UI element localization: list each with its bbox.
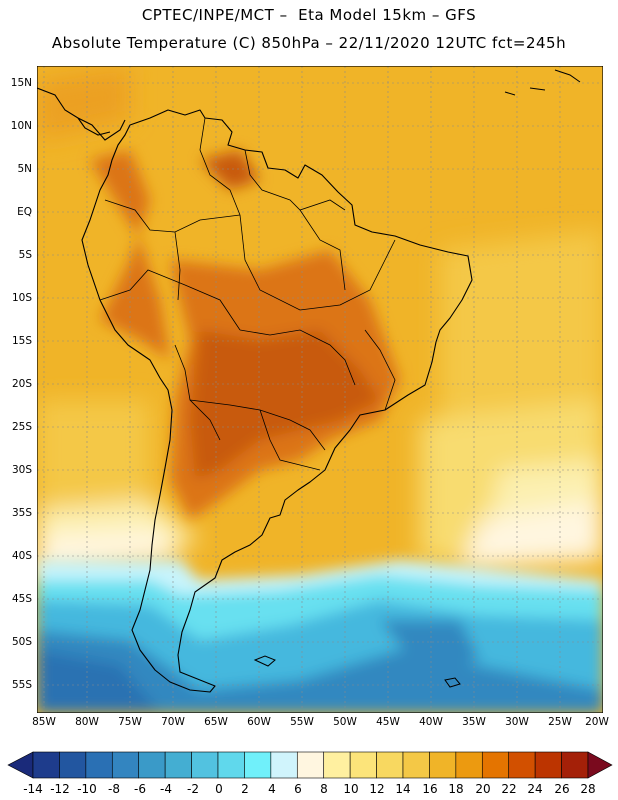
lat-label: 55S: [11, 679, 32, 691]
colorbar-label: -8: [108, 782, 120, 796]
colorbar-label: 12: [369, 782, 385, 796]
colorbar-swatch: [164, 751, 192, 779]
colorbar-label: -6: [134, 782, 146, 796]
colorbar-swatch: [217, 751, 245, 779]
colorbar-swatch: [481, 751, 510, 779]
lat-label: 10S: [11, 292, 32, 304]
temperature-map: [37, 66, 603, 713]
lon-label: 85W: [32, 716, 56, 728]
lon-label: 65W: [204, 716, 228, 728]
colorbar-over-arrow: [587, 751, 613, 779]
colorbar-label: 6: [294, 782, 302, 796]
lon-label: 20W: [585, 716, 609, 728]
colorbar-label: 28: [580, 782, 596, 796]
colorbar-swatch: [270, 751, 298, 779]
lat-label: 15N: [10, 77, 32, 89]
lat-label: 5N: [17, 163, 32, 175]
lon-label: 35W: [462, 716, 486, 728]
colorbar-label: -4: [160, 782, 172, 796]
colorbar-label: 8: [320, 782, 328, 796]
colorbar-swatch: [323, 751, 351, 779]
lat-label: 40S: [11, 550, 32, 562]
lon-label: 45W: [376, 716, 400, 728]
colorbar-label: 22: [501, 782, 517, 796]
colorbar-label: -2: [187, 782, 199, 796]
colorbar-label: -10: [77, 782, 97, 796]
colorbar-label: 10: [343, 782, 359, 796]
colorbar-label: 26: [554, 782, 570, 796]
lat-label: 25S: [11, 421, 32, 433]
lon-label: 50W: [333, 716, 357, 728]
colorbar-swatch: [85, 751, 113, 779]
map-title-line2: Absolute Temperature (C) 850hPa – 22/11/…: [51, 34, 567, 52]
lon-label: 25W: [548, 716, 572, 728]
lat-label: 20S: [11, 378, 32, 390]
colorbar-swatch: [402, 751, 430, 779]
colorbar-swatch: [59, 751, 87, 779]
colorbar-label: 24: [527, 782, 543, 796]
colorbar-label: 18: [448, 782, 464, 796]
lat-label: 45S: [11, 593, 32, 605]
colorbar-swatch: [191, 751, 219, 779]
colorbar-swatch: [508, 751, 536, 779]
colorbar-label: 20: [475, 782, 491, 796]
coastline-south-america: [81, 109, 473, 693]
colorbar: [7, 751, 613, 779]
colorbar-swatch: [534, 751, 562, 779]
lon-label: 55W: [290, 716, 314, 728]
lat-label: 30S: [11, 464, 32, 476]
colorbar-swatch: [296, 751, 325, 779]
colorbar-swatch: [561, 751, 589, 779]
lon-label: 60W: [247, 716, 271, 728]
lon-label: 75W: [118, 716, 142, 728]
colorbar-swatch: [429, 751, 457, 779]
colorbar-swatch: [349, 751, 377, 779]
colorbar-swatch: [455, 751, 483, 779]
colorbar-label: 4: [268, 782, 276, 796]
lat-label: 10N: [10, 120, 32, 132]
colorbar-label: 2: [241, 782, 249, 796]
lat-label: 50S: [11, 636, 32, 648]
colorbar-label: -12: [50, 782, 70, 796]
colorbar-label: 0: [215, 782, 223, 796]
lon-label: 30W: [505, 716, 529, 728]
lat-label: 15S: [11, 335, 32, 347]
lat-label: EQ: [17, 206, 32, 218]
colorbar-swatch: [244, 751, 272, 779]
colorbar-label: -14: [23, 782, 43, 796]
colorbar-swatch: [32, 751, 60, 779]
lon-label: 70W: [161, 716, 185, 728]
lat-label: 5S: [18, 249, 32, 261]
colorbar-swatch: [376, 751, 404, 779]
map-title-line1: CPTEC/INPE/MCT – Eta Model 15km – GFS: [141, 6, 477, 24]
lon-label: 80W: [75, 716, 99, 728]
colorbar-under-arrow: [7, 751, 34, 779]
colorbar-swatch: [138, 751, 166, 779]
lon-label: 40W: [419, 716, 443, 728]
colorbar-label: 16: [422, 782, 438, 796]
colorbar-label: 14: [395, 782, 411, 796]
lat-label: 35S: [11, 507, 32, 519]
colorbar-swatch: [111, 751, 140, 779]
